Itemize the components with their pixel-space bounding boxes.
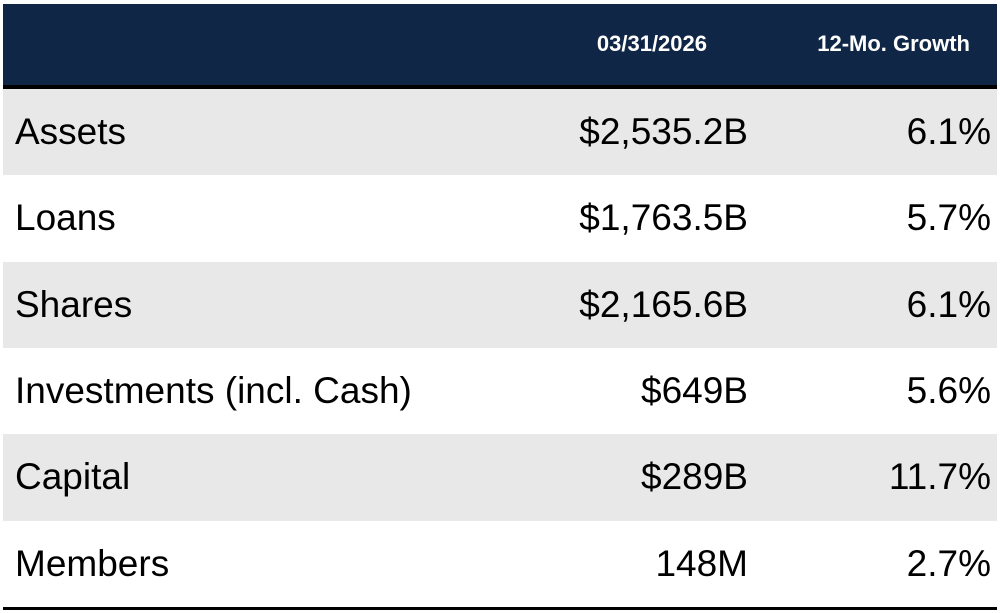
row-value: $2,165.6B [579,283,748,325]
table-body: Assets $2,535.2B 6.1% Loans $1,763.5B 5.… [3,89,997,607]
row-label: Assets [15,111,127,153]
table-row-members: Members 148M 2.7% [3,520,997,607]
table-header-row: 03/31/2026 12-Mo. Growth [3,4,997,85]
summary-table: 03/31/2026 12-Mo. Growth Assets $2,535.2… [3,4,997,610]
row-value: $1,763.5B [579,197,748,239]
row-growth: 6.1% [906,283,991,325]
row-value: $2,535.2B [579,111,748,153]
row-growth: 5.6% [906,370,991,412]
row-growth: 2.7% [906,542,991,584]
row-value: $649B [641,370,748,412]
row-label: Loans [15,197,116,239]
table-row-capital: Capital $289B 11.7% [3,434,997,521]
header-date-column: 03/31/2026 [596,31,707,56]
table-row-loans: Loans $1,763.5B 5.7% [3,175,997,262]
row-value: $289B [641,456,748,498]
table-row-assets: Assets $2,535.2B 6.1% [3,89,997,176]
table-row-shares: Shares $2,165.6B 6.1% [3,261,997,348]
header-growth-column: 12-Mo. Growth [817,31,970,56]
row-growth: 6.1% [906,111,991,153]
header-divider [3,85,997,89]
table-bottom-rule [3,607,997,610]
row-label: Members [15,542,170,584]
row-label: Investments (incl. Cash) [15,370,412,412]
table-row-investments: Investments (incl. Cash) $649B 5.6% [3,347,997,435]
row-growth: 11.7% [888,456,991,498]
row-label: Capital [15,456,131,498]
row-growth: 5.7% [906,197,991,239]
row-value: 148M [655,542,748,584]
row-label: Shares [15,283,133,325]
